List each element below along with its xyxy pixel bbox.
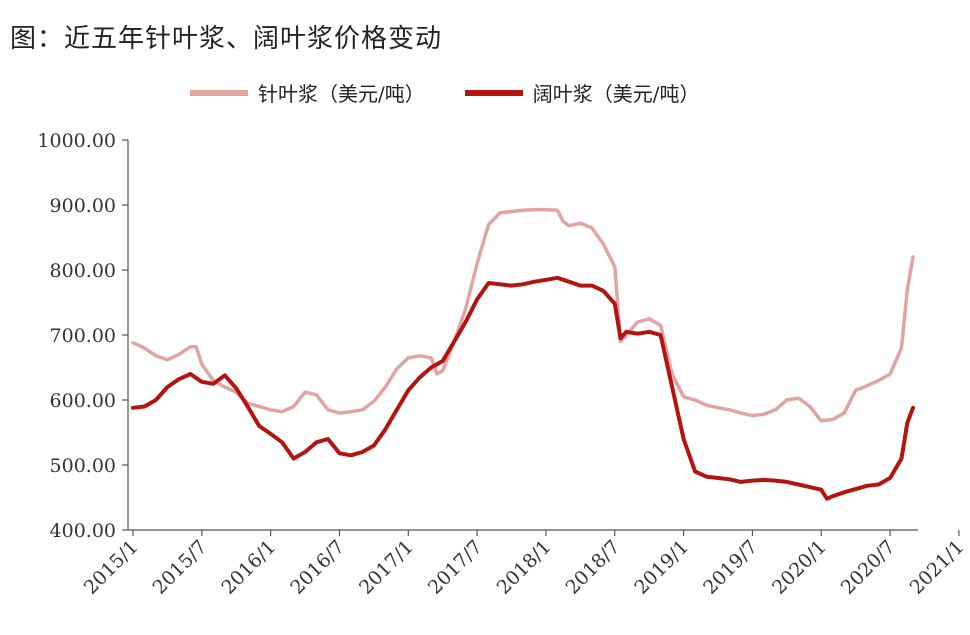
y-tick-label: 800.00 — [50, 260, 116, 282]
legend-item-softwood: 针叶浆（美元/吨） — [190, 78, 425, 107]
x-tick-label: 2019/7 — [699, 536, 762, 599]
series-line-softwood — [131, 207, 915, 423]
x-tick-label: 2016/1 — [217, 536, 280, 599]
x-tick-label: 2019/1 — [630, 536, 693, 599]
legend-label-hardwood: 阔叶浆（美元/吨） — [532, 82, 700, 106]
y-tick-label: 900.00 — [50, 195, 116, 217]
x-tick-label: 2015/7 — [149, 536, 212, 599]
chart-legend: 针叶浆（美元/吨） 阔叶浆（美元/吨） — [190, 78, 740, 107]
legend-item-hardwood: 阔叶浆（美元/吨） — [464, 78, 700, 107]
y-tick-label: 400.00 — [50, 520, 116, 542]
x-tick-label: 2020/7 — [837, 536, 900, 599]
x-tick-label: 2016/7 — [286, 536, 349, 599]
y-tick-label: 600.00 — [50, 390, 116, 412]
x-tick-label: 2018/1 — [493, 536, 556, 599]
legend-swatch-hardwood — [464, 89, 523, 96]
legend-swatch-softwood — [190, 89, 248, 96]
x-tick-label: 2021/1 — [906, 536, 969, 599]
x-tick-label: 2018/7 — [561, 536, 624, 599]
y-tick-label: 500.00 — [50, 455, 116, 477]
x-tick-label: 2017/7 — [424, 536, 487, 599]
x-tick-label: 2015/1 — [80, 536, 143, 599]
legend-label-softwood: 针叶浆（美元/吨） — [258, 82, 425, 106]
y-tick-label: 700.00 — [50, 325, 116, 347]
chart-title: 图：近五年针叶浆、阔叶浆价格变动 — [10, 24, 443, 54]
x-tick-label: 2020/1 — [768, 536, 831, 599]
y-tick-label: 1000.00 — [37, 130, 116, 152]
series-line-hardwood — [131, 275, 915, 501]
x-tick-label: 2017/1 — [355, 536, 418, 599]
